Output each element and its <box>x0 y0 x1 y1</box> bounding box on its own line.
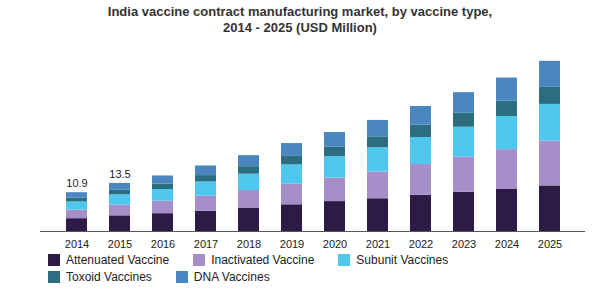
svg-text:2021: 2021 <box>366 238 390 250</box>
svg-text:2016: 2016 <box>151 238 175 250</box>
html-text:Toxoid Vaccines: Toxoid Vaccines <box>66 270 152 284</box>
html-text:Inactivated Vaccine: Inactivated Vaccine <box>211 253 315 267</box>
svg-text:2014: 2014 <box>65 238 89 250</box>
svg-text:10.9: 10.9 <box>66 177 87 189</box>
svg-text:2023: 2023 <box>452 238 476 250</box>
svg-text:2017: 2017 <box>194 238 218 250</box>
html-text:Subunit Vaccines: Subunit Vaccines <box>356 253 449 267</box>
svg-text:2020: 2020 <box>323 238 347 250</box>
html-text:DNA Vaccines: DNA Vaccines <box>193 270 270 284</box>
svg-text:2018: 2018 <box>237 238 261 250</box>
svg-text:2022: 2022 <box>409 238 433 250</box>
svg-text:2019: 2019 <box>280 238 304 250</box>
svg-text:2024: 2024 <box>495 238 519 250</box>
svg-text:2025: 2025 <box>538 238 562 250</box>
svg-text:2015: 2015 <box>108 238 132 250</box>
html-text:India vaccine contract manufac: India vaccine contract manufacturing mar… <box>107 4 493 35</box>
html-text:Attenuated Vaccine: Attenuated Vaccine <box>66 253 170 267</box>
svg-text:13.5: 13.5 <box>109 168 130 180</box>
